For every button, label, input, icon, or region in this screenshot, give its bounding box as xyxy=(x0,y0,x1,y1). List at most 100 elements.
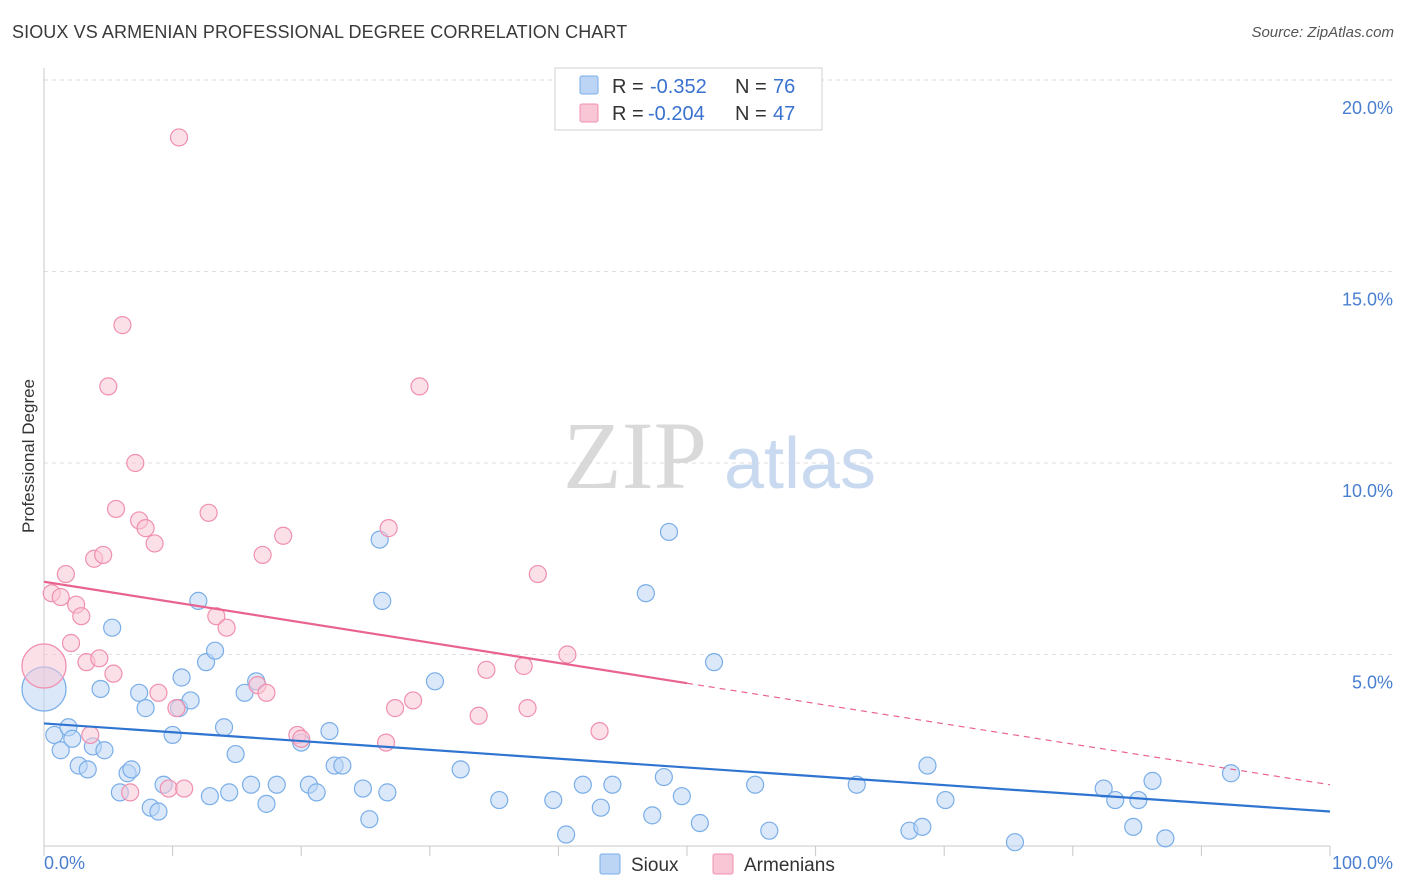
point-sioux xyxy=(136,699,155,718)
watermark: ZIP atlas xyxy=(563,402,876,509)
point-sioux xyxy=(205,641,225,660)
point-armenians xyxy=(410,377,429,396)
legend-r-label-sioux: R = xyxy=(612,76,644,98)
point-sioux xyxy=(1221,764,1241,783)
point-sioux xyxy=(63,729,82,748)
trend-line-dashed-armenians xyxy=(686,682,1331,786)
y-tick-label: 20.0% xyxy=(1342,98,1393,118)
watermark-atlas: atlas xyxy=(724,424,876,504)
legend-n-label-sioux: N = xyxy=(735,76,767,98)
point-sioux xyxy=(1143,771,1162,790)
point-sioux xyxy=(672,787,691,806)
point-sioux xyxy=(95,741,114,760)
point-armenians xyxy=(106,499,126,519)
chart-title: SIOUX VS ARMENIAN PROFESSIONAL DEGREE CO… xyxy=(12,22,628,42)
point-armenians xyxy=(159,779,178,798)
point-sioux xyxy=(603,775,622,794)
point-armenians xyxy=(81,725,100,745)
point-armenians xyxy=(518,699,537,718)
legend-swatch-armenians xyxy=(579,103,599,123)
point-sioux xyxy=(704,653,724,672)
point-sioux xyxy=(353,779,373,798)
point-sioux xyxy=(373,591,392,610)
point-sioux xyxy=(226,744,245,764)
point-sioux xyxy=(267,775,286,794)
point-armenians xyxy=(376,733,396,752)
point-armenians xyxy=(477,660,496,679)
point-armenians xyxy=(167,699,186,718)
point-sioux xyxy=(220,783,239,802)
point-sioux xyxy=(51,741,70,760)
point-sioux xyxy=(643,806,662,825)
point-sioux xyxy=(320,721,339,741)
point-armenians xyxy=(136,519,155,538)
legend-n-armenians: 47 xyxy=(773,103,795,125)
y-tick-label: 10.0% xyxy=(1342,481,1393,501)
point-sioux xyxy=(45,725,64,745)
point-sioux xyxy=(1124,817,1143,836)
legend-n-label-armenians: N = xyxy=(735,103,767,125)
point-armenians xyxy=(21,643,67,689)
point-armenians xyxy=(149,683,168,702)
point-armenians xyxy=(72,607,91,626)
point-sioux xyxy=(1005,833,1025,852)
bottom-legend-label-armenians: Armenians xyxy=(744,855,835,876)
point-armenians xyxy=(207,607,226,626)
point-armenians xyxy=(257,683,276,702)
watermark-zip: ZIP xyxy=(563,402,707,509)
point-armenians xyxy=(403,691,423,710)
point-sioux xyxy=(122,760,141,779)
legend-box: R = -0.352 N = 76 R = -0.204 N = 47 xyxy=(554,67,823,131)
point-armenians xyxy=(113,316,132,335)
point-sioux xyxy=(78,760,97,779)
point-armenians xyxy=(590,721,609,741)
y-tick-label: 5.0% xyxy=(1352,673,1393,693)
legend-swatch-sioux xyxy=(579,75,599,95)
point-sioux xyxy=(490,790,509,810)
point-sioux xyxy=(573,775,592,794)
point-sioux xyxy=(214,718,234,737)
point-sioux xyxy=(918,756,937,775)
point-sioux xyxy=(163,725,182,745)
point-sioux xyxy=(360,810,379,829)
legend-n-sioux: 76 xyxy=(773,76,795,98)
trend-lines xyxy=(43,580,1331,813)
point-armenians xyxy=(145,534,164,553)
point-sioux xyxy=(91,679,110,699)
x-tick-label-min: 0.0% xyxy=(44,853,85,873)
trend-line-armenians xyxy=(43,580,688,685)
bottom-legend-swatch-armenians xyxy=(712,853,734,875)
point-sioux xyxy=(172,668,191,687)
legend-r-armenians: -0.204 xyxy=(648,103,705,125)
point-sioux xyxy=(103,618,122,637)
point-armenians xyxy=(292,729,311,748)
point-sioux xyxy=(257,794,276,813)
trend-line-sioux xyxy=(43,722,1331,813)
data-points xyxy=(21,128,1241,852)
point-armenians xyxy=(61,633,81,653)
point-sioux xyxy=(746,775,765,794)
point-armenians xyxy=(217,618,236,637)
legend-r-label-armenians: R = xyxy=(612,103,644,125)
point-sioux xyxy=(307,783,326,802)
point-armenians xyxy=(528,564,547,584)
point-sioux xyxy=(591,798,610,817)
point-sioux xyxy=(451,760,470,779)
point-sioux xyxy=(654,767,673,787)
point-armenians xyxy=(274,526,293,545)
point-sioux xyxy=(241,775,261,794)
point-armenians xyxy=(379,519,398,538)
point-sioux xyxy=(333,756,352,775)
point-sioux xyxy=(690,813,709,833)
point-sioux xyxy=(557,825,576,844)
point-armenians xyxy=(514,656,533,676)
point-sioux xyxy=(659,522,679,542)
point-sioux xyxy=(760,821,779,840)
y-tick-label: 15.0% xyxy=(1342,290,1393,310)
point-armenians xyxy=(51,587,70,607)
point-sioux xyxy=(1156,829,1175,848)
point-armenians xyxy=(469,706,488,725)
point-armenians xyxy=(104,664,123,683)
point-sioux xyxy=(181,691,200,710)
